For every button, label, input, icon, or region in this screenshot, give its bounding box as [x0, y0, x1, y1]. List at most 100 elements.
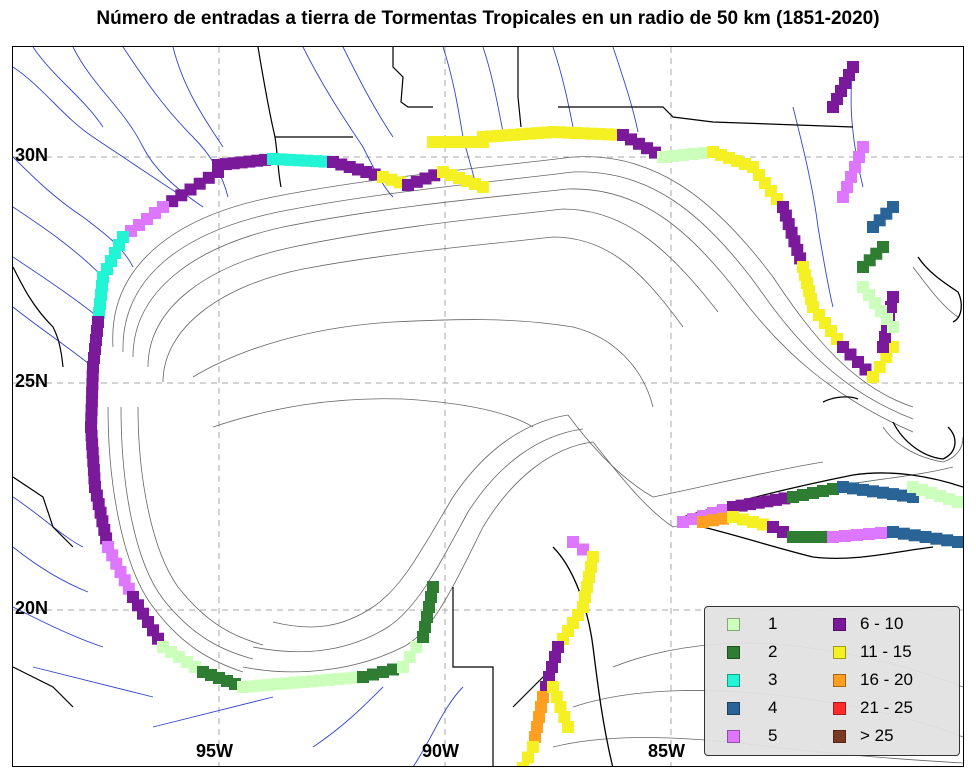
landfall-marker	[403, 651, 416, 663]
landfall-marker	[797, 531, 809, 543]
landfall-marker	[857, 141, 869, 153]
landfall-marker	[841, 181, 853, 193]
landfall-marker	[919, 531, 932, 543]
landfall-marker	[837, 191, 849, 203]
landfall-marker	[554, 701, 567, 713]
landfall-marker	[941, 534, 954, 547]
legend-item-4: 4	[727, 697, 777, 719]
legend-item-21-25: 21 - 25	[833, 697, 913, 719]
landfall-marker	[867, 485, 879, 498]
landfall-marker	[908, 529, 921, 542]
landfall-marker	[467, 136, 479, 148]
landfall-marker	[508, 128, 521, 141]
lat-label-30n: 30N	[15, 145, 49, 165]
lon-label-90w: 90W	[422, 741, 460, 761]
landfall-marker	[787, 531, 799, 543]
landfall-marker	[367, 668, 379, 681]
landfall-marker	[867, 371, 879, 383]
landfall-marker	[533, 711, 545, 723]
landfall-marker	[202, 171, 215, 184]
landfall-marker	[897, 527, 910, 540]
landfall-marker	[930, 532, 943, 545]
landfall-marker	[887, 341, 899, 353]
landfall-marker	[522, 751, 534, 764]
legend-swatch	[727, 701, 740, 715]
landfall-marker	[546, 661, 558, 673]
landfall-marker	[880, 351, 893, 363]
legend-swatch	[833, 645, 846, 659]
legend-swatch	[833, 617, 846, 631]
landfall-marker	[387, 663, 399, 676]
landfall-marker	[552, 641, 564, 653]
landfall-marker	[425, 591, 437, 603]
landfall-marker	[377, 666, 389, 678]
landfall-marker	[837, 481, 849, 493]
landfall-marker	[677, 149, 689, 161]
landfall-marker	[777, 526, 789, 538]
landfall-marker	[873, 361, 886, 373]
landfall-marker	[543, 671, 555, 683]
map-panel: 30N 25N 20N 95W 90W 85W	[12, 46, 964, 767]
landfall-marker	[847, 61, 859, 73]
landfall-marker	[887, 201, 899, 213]
legend-item-5: 5	[727, 725, 777, 747]
lat-label-25n: 25N	[15, 371, 49, 391]
landfall-marker	[817, 485, 829, 497]
landfall-marker	[562, 721, 574, 733]
landfall-marker	[845, 171, 857, 183]
landfall-marker	[677, 516, 689, 528]
landfall-marker	[667, 150, 679, 162]
landfall-marker	[707, 514, 719, 527]
landfall-marker	[827, 483, 839, 495]
landfall-marker	[577, 543, 589, 556]
landfall-marker	[427, 136, 439, 148]
landfall-marker	[447, 136, 459, 148]
legend-swatch	[833, 673, 846, 687]
landfall-marker	[747, 516, 759, 528]
landfall-marker	[437, 136, 449, 148]
landfall-marker	[827, 531, 839, 543]
landfall-marker	[697, 516, 709, 528]
landfall-marker	[537, 691, 549, 703]
lon-label-95w: 95W	[196, 741, 234, 761]
landfall-marker	[547, 681, 559, 693]
landfall-marker	[583, 571, 595, 583]
landfall-marker	[517, 762, 529, 766]
landfall-marker	[853, 151, 865, 163]
landfall-marker	[419, 621, 431, 633]
landfall-marker	[887, 291, 899, 303]
landfall-marker	[397, 661, 409, 673]
borders	[13, 47, 854, 766]
landfall-marker	[885, 301, 897, 313]
landfall-marker	[550, 691, 563, 703]
landfall-marker	[877, 486, 889, 499]
landfall-marker	[417, 631, 429, 643]
legend-swatch	[727, 617, 740, 631]
landfall-marker	[687, 148, 699, 160]
landfall-marker	[851, 529, 863, 541]
landfall-marker	[863, 254, 876, 267]
landfall-marker	[817, 531, 829, 543]
landfall-marker	[887, 321, 899, 333]
landfall-marker	[757, 518, 769, 531]
landfall-marker	[549, 651, 561, 663]
legend-item-over-25: > 25	[833, 725, 894, 747]
landfall-marker	[887, 526, 899, 538]
landfall-marker	[531, 721, 543, 733]
legend-swatch	[727, 673, 740, 687]
landfall-marker	[585, 561, 597, 573]
landfall-marker	[952, 536, 963, 548]
landfall-marker	[849, 161, 861, 173]
landfall-marker	[587, 551, 599, 563]
lon-label-85w: 85W	[648, 741, 686, 761]
landfall-marker	[727, 511, 739, 523]
legend-item-6-10: 6 - 10	[833, 613, 903, 635]
landfall-marker	[839, 530, 851, 542]
map-title: Número de entradas a tierra de Tormentas…	[96, 8, 880, 29]
landfall-marker	[527, 741, 539, 753]
landfall-marker	[879, 331, 891, 343]
legend-swatch	[727, 645, 740, 659]
landfall-marker	[807, 531, 819, 543]
landfall-marker	[737, 513, 749, 526]
landfall-marker	[875, 527, 887, 539]
